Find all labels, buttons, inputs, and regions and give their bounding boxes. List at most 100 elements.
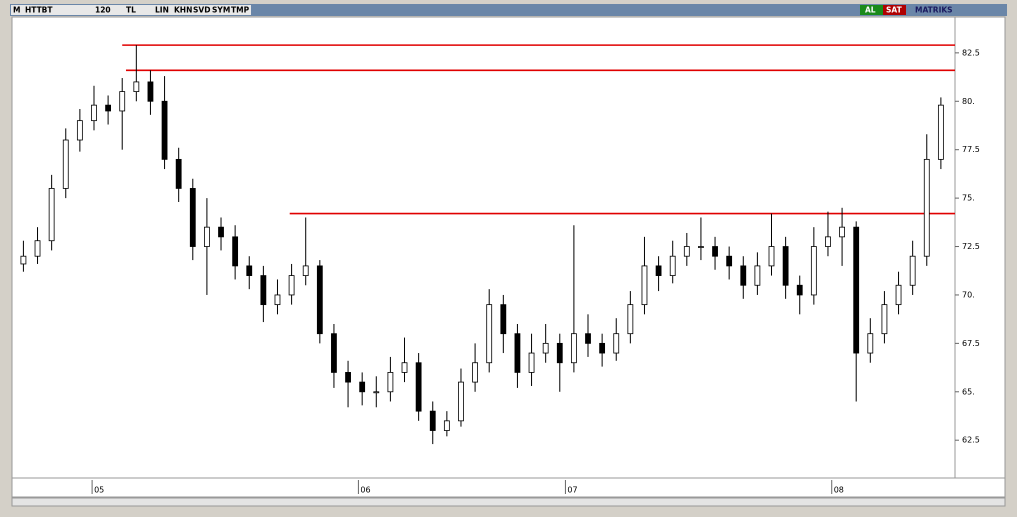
candle-body — [302, 265, 309, 276]
candle-body — [119, 91, 126, 112]
candle-body — [698, 246, 704, 248]
candle-body — [20, 255, 27, 265]
x-axis-strip — [11, 477, 1006, 498]
candle-body — [316, 265, 323, 335]
symbol-box[interactable] — [11, 5, 91, 15]
candle-body — [585, 333, 591, 344]
candle-body — [204, 226, 210, 247]
candle-body — [76, 120, 83, 141]
candle-body — [359, 381, 366, 393]
x-tick-label: 06 — [360, 486, 370, 495]
candle-body — [669, 255, 676, 276]
candle-body — [528, 352, 535, 373]
y-tick-label: 62.5 — [962, 436, 980, 445]
x-tick-label: 07 — [567, 486, 577, 495]
candle-body — [443, 420, 450, 431]
candle-body — [331, 333, 337, 373]
candle-body — [712, 246, 718, 257]
buy[interactable]: AL — [865, 6, 876, 15]
candle-body — [345, 372, 351, 383]
candle-body — [909, 255, 916, 286]
candle-body — [683, 246, 690, 257]
toolbar-button[interactable]: SVD — [193, 6, 210, 15]
candle-body — [726, 255, 733, 267]
sell[interactable]: SAT — [886, 6, 903, 15]
sell-button[interactable] — [883, 5, 906, 15]
y-tick-label: 72.5 — [962, 242, 980, 251]
candle-body — [105, 104, 111, 112]
candle-body — [175, 158, 182, 189]
candle-body — [415, 362, 422, 412]
toolbar-button[interactable]: LIN — [155, 6, 169, 15]
brand: MATRIKS — [915, 6, 953, 15]
period[interactable]: 120 — [95, 6, 111, 15]
y-tick-label: 70. — [962, 290, 975, 299]
logo: M — [13, 6, 20, 15]
x-tick-label: 08 — [834, 486, 844, 495]
candle-body — [218, 226, 224, 238]
candle-body — [48, 188, 55, 242]
candle-body — [34, 240, 41, 257]
candle-body — [133, 81, 140, 92]
currency[interactable]: TL — [126, 6, 136, 15]
candle-body — [853, 226, 860, 354]
candle-body — [782, 246, 789, 286]
candle-body — [401, 362, 408, 373]
candle-body — [62, 139, 69, 189]
candle-body — [881, 304, 888, 335]
candle-body — [613, 333, 620, 354]
candle-body — [387, 372, 394, 393]
candle-body — [472, 362, 478, 383]
y-tick-label: 77.5 — [962, 145, 980, 154]
candle-body — [923, 158, 930, 257]
currency-box[interactable] — [121, 5, 151, 15]
candle-body — [895, 284, 902, 306]
scrollbar[interactable] — [11, 497, 1006, 507]
candle-body — [839, 226, 845, 238]
symbol[interactable]: HTTBT — [25, 6, 53, 15]
candle-body — [641, 265, 648, 306]
toolbar-button[interactable]: TMP — [231, 6, 250, 15]
y-tick-label: 75. — [962, 194, 975, 203]
button-box[interactable] — [151, 5, 251, 15]
candle-body — [288, 275, 295, 296]
candle-body — [542, 342, 549, 354]
candle-body — [486, 304, 493, 364]
candle-body — [232, 236, 239, 267]
candle-body — [655, 265, 662, 276]
candle-body — [161, 100, 168, 160]
candle-body — [189, 188, 196, 247]
candle-body — [514, 333, 521, 373]
candle-body — [627, 304, 634, 335]
candle-body — [373, 391, 380, 394]
candle-body — [147, 81, 154, 102]
candle-body — [500, 304, 507, 335]
toolbar-button[interactable]: SYM — [212, 6, 230, 15]
candle-body — [458, 381, 464, 422]
candle-body — [740, 265, 747, 286]
candle-body — [246, 265, 253, 276]
candle-body — [599, 342, 606, 354]
buy-button[interactable] — [860, 5, 883, 15]
y-tick-label: 82.5 — [962, 48, 980, 57]
candle-body — [768, 246, 775, 267]
candle-body — [429, 410, 436, 431]
candle-body — [810, 246, 817, 296]
period-box[interactable] — [91, 5, 121, 15]
candle-body — [867, 333, 874, 354]
candle-body — [91, 104, 97, 122]
y-tick-label: 65. — [962, 387, 975, 396]
y-tick-label: 80. — [962, 97, 975, 106]
candle-body — [754, 265, 761, 286]
candle-body — [274, 294, 281, 306]
candle-body — [556, 342, 563, 364]
candle-body — [570, 333, 577, 364]
toolbar — [10, 4, 1007, 16]
candle-body — [825, 236, 831, 247]
candle-body — [260, 275, 267, 306]
x-tick-label: 05 — [94, 486, 104, 495]
toolbar-button[interactable]: KHN — [174, 6, 192, 15]
y-tick-label: 67.5 — [962, 339, 980, 348]
